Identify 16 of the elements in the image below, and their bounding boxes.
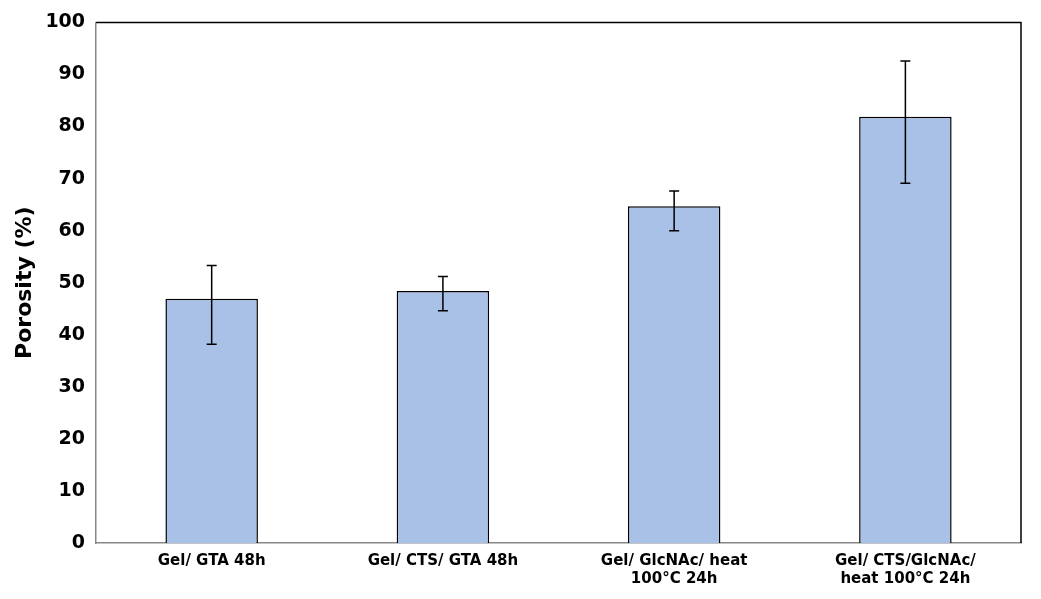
x-tick-label: Gel/ CTS/ GTA 48h: [367, 550, 519, 569]
y-tick-label: 30: [58, 373, 86, 396]
y-tick-label: 100: [45, 9, 86, 32]
x-tick-label: Gel/ GTA 48h: [157, 550, 266, 569]
y-tick-label: 90: [58, 61, 86, 84]
y-tick-label: 20: [58, 425, 86, 448]
y-tick-label: 0: [71, 529, 86, 552]
y-tick-label: 50: [58, 269, 86, 292]
x-tick-label: Gel/ GlcNAc/ heat 100°C 24h: [600, 550, 748, 587]
y-tick-label: 80: [58, 113, 86, 136]
y-tick-label: 40: [58, 321, 86, 344]
y-tick-label: 60: [58, 217, 86, 240]
y-tick-label: 10: [58, 477, 86, 500]
y-axis-title: Porosity (%): [10, 206, 36, 359]
y-tick-label: 70: [58, 165, 86, 188]
x-tick-label: Gel/ CTS/GlcNAc/ heat 100°C 24h: [835, 550, 977, 587]
